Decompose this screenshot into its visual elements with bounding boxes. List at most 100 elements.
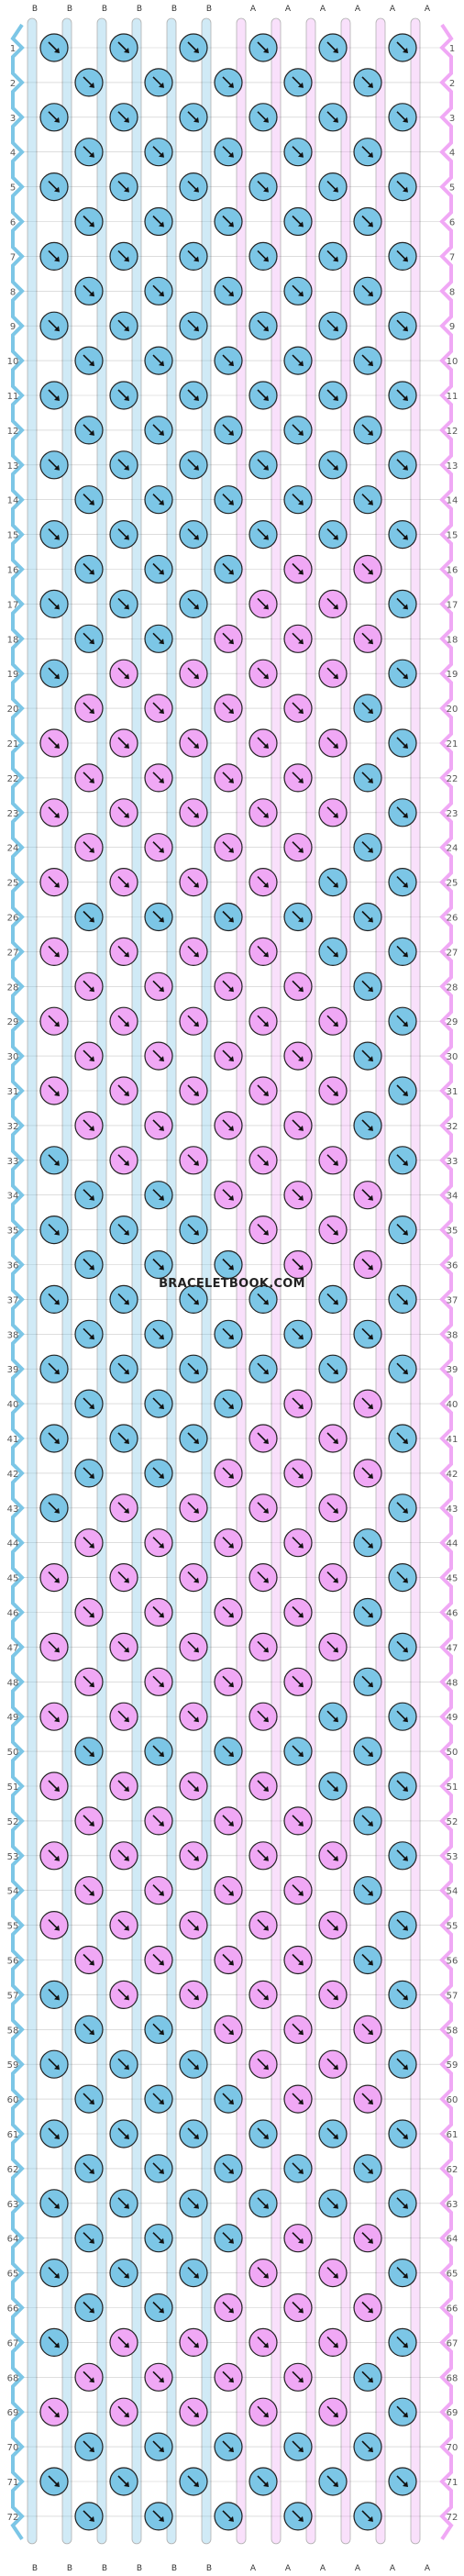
knot [249,1632,278,1662]
knot [144,833,173,862]
arrow-head-icon [368,1125,373,1131]
knot [283,1876,313,1905]
row-number-left: 60 [7,2095,19,2105]
knot [388,1076,417,1105]
arrow-head-icon [89,1125,94,1131]
knot [283,694,313,723]
arrow-head-icon [54,186,60,193]
arrow-head-icon [124,1160,129,1166]
arrow-head-icon [228,2168,234,2174]
knot [214,416,243,445]
knot [74,763,104,793]
arrow-head-icon [193,256,199,262]
knot [283,68,313,97]
knot [283,485,313,515]
arrow-head-icon [298,429,304,436]
knot [179,450,208,480]
knot [214,1249,243,1280]
knot [214,833,243,862]
knot [39,103,69,132]
arrow-head-icon [193,395,199,401]
arrow-head-icon [403,1994,408,2001]
knot [144,2084,173,2114]
knot [249,2467,278,2496]
knot [353,2224,382,2253]
knot [179,1006,208,1036]
knot [214,206,243,237]
knot [109,519,138,550]
knot [388,2119,417,2149]
row-number-left: 28 [7,983,19,993]
knot [318,1911,348,1940]
arrow-head-icon [298,1890,304,1896]
row-number-right: 48 [447,1678,458,1688]
thread-strand [96,17,107,2545]
knot [74,1389,104,1418]
row-number-left: 23 [7,809,19,819]
row-number-left: 50 [7,1748,19,1758]
knot [283,2015,313,2044]
arrow-head-icon [89,499,94,505]
arrow-head-icon [333,882,338,888]
arrow-head-icon [159,429,164,436]
knot [39,1493,69,1523]
arrow-head-icon [124,1994,129,2001]
knot [179,311,208,340]
arrow-head-icon [403,882,408,888]
arrow-head-icon [193,1299,199,1305]
row-number-right: 20 [447,705,458,715]
thread-label-bottom: B [206,2564,212,2573]
knot [249,1771,278,1801]
knot [74,1249,104,1280]
row-number-right: 10 [447,357,458,367]
knot [39,1562,69,1593]
arrow-head-icon [124,1507,129,1514]
knot [249,1562,278,1593]
arrow-head-icon [124,256,129,262]
arrow-head-icon [54,2412,60,2418]
row-number-left: 24 [7,844,19,854]
row-number-left: 1 [10,44,16,54]
arrow-head-icon [89,1194,94,1201]
knot [353,1041,382,1071]
knot [179,937,208,967]
knot [353,2084,382,2114]
knot [353,485,382,515]
arrow-head-icon [89,2515,94,2522]
arrow-head-icon [54,2064,60,2071]
row-number-right: 18 [447,635,458,645]
knot [318,172,348,202]
arrow-head-icon [89,1612,94,1618]
thread-strand [166,17,177,2545]
row-number-right: 19 [447,670,458,680]
arrow-head-icon [298,708,304,715]
knot [214,1319,243,1349]
knot [353,2432,382,2461]
row-number-left: 35 [7,1227,19,1237]
arrow-head-icon [159,82,164,88]
knot [388,1493,417,1523]
row-number-right: 56 [447,1957,458,1967]
arrow-head-icon [368,221,373,228]
knot [109,2189,138,2218]
knot [318,1284,348,1315]
knot [39,1146,69,1175]
arrow-head-icon [124,812,129,818]
knot [388,2397,417,2426]
knot [318,728,348,758]
threads [10,17,454,2545]
arrow-head-icon [298,1820,304,1827]
arrow-head-icon [159,2515,164,2522]
knot [214,694,243,723]
knot [74,206,104,237]
arrow-head-icon [403,1507,408,1514]
row-number-left: 14 [7,496,19,506]
knot [318,2467,348,2496]
row-number-right: 46 [447,1609,458,1619]
knot [144,1041,173,1071]
row-number-right: 67 [447,2338,458,2348]
row-number-left: 57 [7,1991,19,2001]
knot [74,554,104,584]
knot [144,1806,173,1836]
arrow-head-icon [54,812,60,818]
